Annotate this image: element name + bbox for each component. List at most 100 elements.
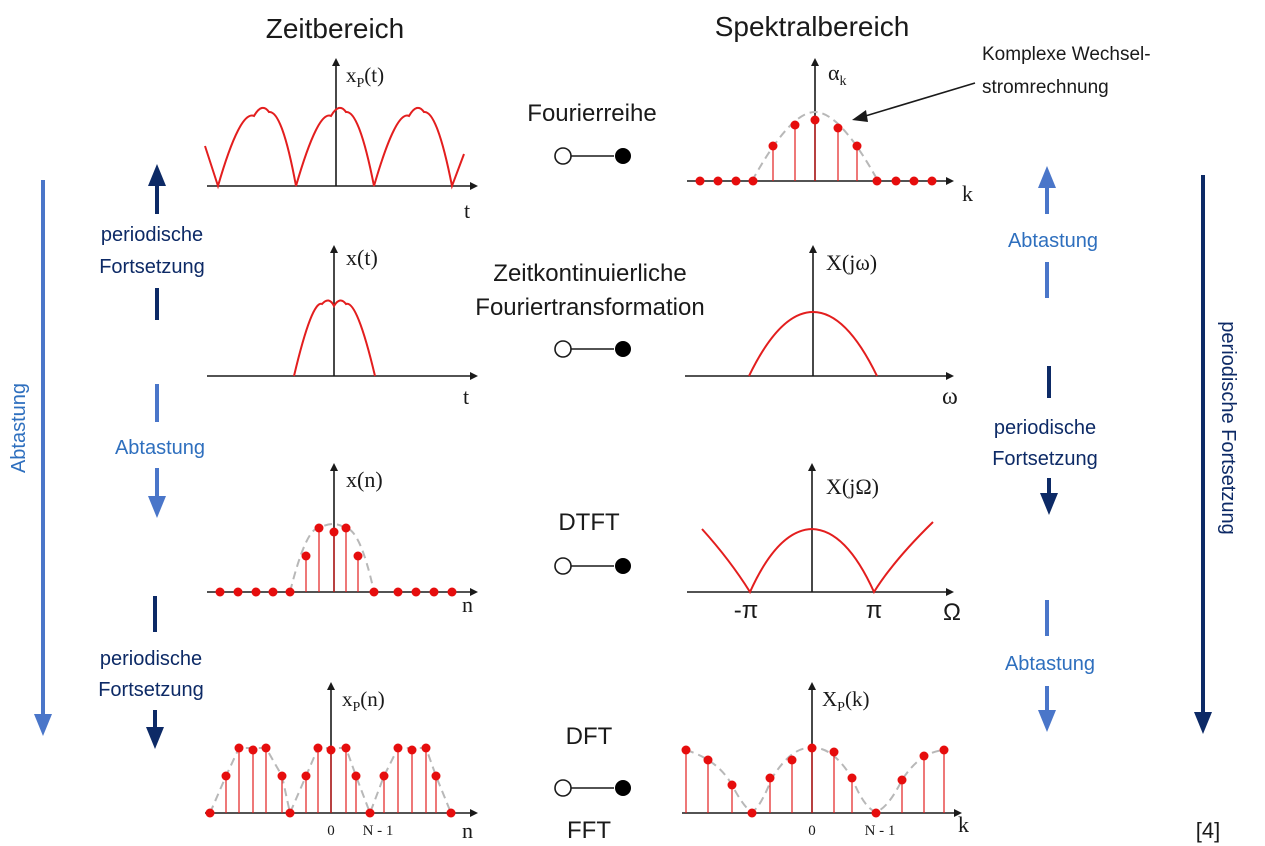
xp-n-dot-5 bbox=[277, 771, 287, 781]
label-dtft: DTFT bbox=[558, 509, 620, 536]
annotation-line1: Komplexe Wechsel- bbox=[982, 44, 1151, 65]
left-periodic-up-arrow bbox=[148, 164, 166, 320]
right-sampling-top-label: Abtastung bbox=[1008, 230, 1098, 252]
x-n-dot-5 bbox=[301, 551, 311, 561]
right-outer-periodic-arrow bbox=[1194, 175, 1212, 734]
plot-X-jw: X(jω) ω bbox=[685, 245, 958, 410]
X-jw-ylabel: X(jω) bbox=[826, 250, 877, 275]
xp-n-ylabel: xP(n) bbox=[342, 687, 385, 715]
x-n-dot-6 bbox=[314, 523, 324, 533]
label-ctft-line1: Zeitkontinuierliche bbox=[493, 260, 686, 287]
left-periodic-down-arrow bbox=[146, 596, 164, 749]
alpha-k-dot-10 bbox=[891, 176, 901, 186]
Xp-k-dot-3 bbox=[747, 808, 757, 818]
left-periodic2-label-line2: Fortsetzung bbox=[98, 679, 204, 701]
left-sampling-label: Abtastung bbox=[115, 437, 205, 459]
xp-t-ylabel: xP(t) bbox=[346, 63, 384, 91]
Xp-k-dot-2 bbox=[727, 780, 737, 790]
left-outer-sampling-label: Abtastung bbox=[8, 383, 30, 473]
alpha-k-dot-6 bbox=[810, 115, 820, 125]
left-periodic-label-line2: Fortsetzung bbox=[99, 256, 205, 278]
plot-x-n: x(n) n bbox=[207, 463, 478, 617]
X-jOmega-tick-neg: -π bbox=[734, 597, 759, 624]
x-t-ylabel: x(t) bbox=[346, 245, 378, 270]
alpha-k-dot-0 bbox=[695, 176, 705, 186]
x-n-dot-4 bbox=[285, 587, 295, 597]
xp-n-dot-18 bbox=[446, 808, 456, 818]
plot-xp-t: xP(t) t bbox=[204, 58, 478, 223]
alpha-k-dot-2 bbox=[731, 176, 741, 186]
x-n-ylabel: x(n) bbox=[346, 467, 383, 492]
right-periodic-label-line1: periodische bbox=[994, 417, 1096, 439]
xp-n-xlabel: n bbox=[462, 818, 473, 843]
xp-n-dot-4 bbox=[261, 743, 271, 753]
Xp-k-stems bbox=[681, 743, 949, 818]
xp-t-xlabel: t bbox=[464, 198, 470, 223]
left-periodic-label-line1: periodische bbox=[101, 224, 203, 246]
xp-n-dot-14 bbox=[393, 743, 403, 753]
Xp-k-dot-7 bbox=[829, 747, 839, 757]
X-jOmega-tick-pos: π bbox=[866, 597, 883, 624]
x-n-dot-8 bbox=[341, 523, 351, 533]
left-periodic2-label-line1: periodische bbox=[100, 648, 202, 670]
Xp-k-ylabel: XP(k) bbox=[822, 687, 869, 715]
xp-n-tick-n1: N - 1 bbox=[363, 823, 394, 839]
x-n-dot-13 bbox=[429, 587, 439, 597]
annotation-line2: stromrechnung bbox=[982, 77, 1109, 98]
Xp-k-dot-0 bbox=[681, 745, 691, 755]
x-n-envelope bbox=[289, 523, 375, 593]
xp-n-dot-6 bbox=[285, 808, 295, 818]
right-periodic-down-arrow bbox=[1040, 366, 1058, 515]
X-jw-curve bbox=[748, 310, 878, 377]
Xp-k-dot-1 bbox=[703, 755, 713, 765]
Xp-k-tick-n1: N - 1 bbox=[865, 823, 896, 839]
correspondence-symbol-3 bbox=[554, 557, 631, 575]
Xp-k-xlabel: k bbox=[958, 812, 969, 837]
x-n-dot-12 bbox=[411, 587, 421, 597]
alpha-k-dot-5 bbox=[790, 120, 800, 130]
xp-n-dot-1 bbox=[221, 771, 231, 781]
Xp-k-dot-11 bbox=[919, 751, 929, 761]
label-dft: DFT bbox=[566, 723, 613, 750]
x-t-curve bbox=[293, 299, 376, 377]
header-time-domain: Zeitbereich bbox=[266, 13, 405, 44]
x-n-dot-10 bbox=[369, 587, 379, 597]
plot-alpha-k: αk k bbox=[687, 58, 973, 206]
alpha-k-dot-1 bbox=[713, 176, 723, 186]
Xp-k-dot-4 bbox=[765, 773, 775, 783]
alpha-k-dot-11 bbox=[909, 176, 919, 186]
alpha-k-dot-7 bbox=[833, 123, 843, 133]
Xp-k-dot-12 bbox=[939, 745, 949, 755]
alpha-k-xlabel: k bbox=[962, 181, 973, 206]
X-jOmega-ylabel: X(jΩ) bbox=[826, 474, 879, 499]
alpha-k-dot-4 bbox=[768, 141, 778, 151]
correspondence-symbol-2 bbox=[554, 340, 631, 358]
left-outer-sampling-arrow bbox=[34, 180, 52, 736]
plot-x-t: x(t) t bbox=[207, 245, 478, 409]
plot-X-jOmega: X(jΩ) -π π Ω bbox=[687, 463, 961, 626]
X-jOmega-xlabel: Ω bbox=[943, 599, 961, 626]
Xp-k-dot-10 bbox=[897, 775, 907, 785]
Xp-k-dot-6 bbox=[807, 743, 817, 753]
xp-n-tick-zero: 0 bbox=[327, 823, 335, 839]
xp-n-dot-17 bbox=[431, 771, 441, 781]
right-sampling-bottom-label: Abtastung bbox=[1005, 653, 1095, 675]
header-spectral-domain: Spektralbereich bbox=[715, 11, 910, 42]
Xp-k-dot-9 bbox=[871, 808, 881, 818]
xp-n-dot-7 bbox=[301, 771, 311, 781]
xp-n-dot-15 bbox=[407, 745, 417, 755]
X-jw-xlabel: ω bbox=[942, 384, 958, 410]
alpha-k-dot-8 bbox=[852, 141, 862, 151]
label-ctft-line2: Fouriertransformation bbox=[475, 294, 704, 321]
x-n-xlabel: n bbox=[462, 592, 473, 617]
plot-Xp-k: XP(k) 0 N - 1 k bbox=[681, 682, 969, 839]
x-n-dot-2 bbox=[251, 587, 261, 597]
right-sampling-down-arrow bbox=[1038, 600, 1056, 732]
Xp-k-dot-5 bbox=[787, 755, 797, 765]
xp-t-curve bbox=[204, 106, 465, 190]
alpha-k-dot-12 bbox=[927, 176, 937, 186]
xp-n-dot-0 bbox=[205, 808, 215, 818]
x-t-xlabel: t bbox=[463, 384, 469, 409]
x-n-stems bbox=[215, 523, 457, 597]
